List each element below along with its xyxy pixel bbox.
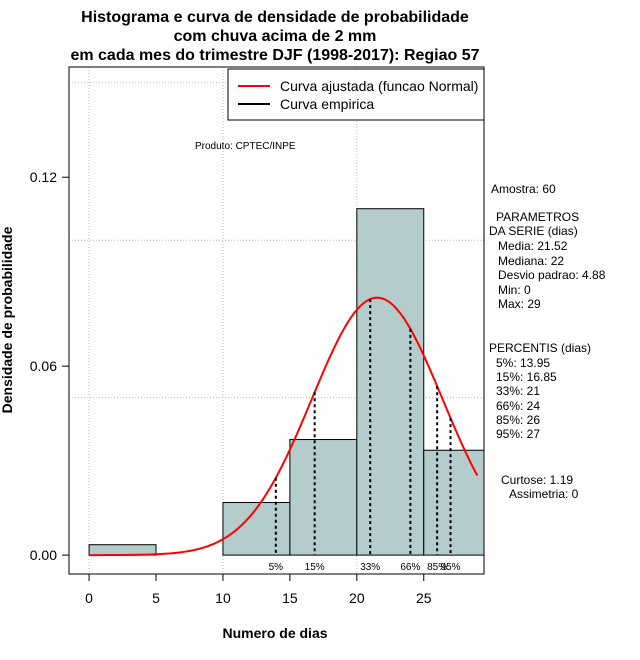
x-axis-label: Numero de dias [222, 625, 327, 641]
fitted-normal-curve [89, 296, 479, 557]
percentile-label-2: 33% [360, 562, 380, 573]
percentile-label-1: 15% [305, 562, 325, 573]
stat-p66: 66%: 24 [496, 399, 540, 413]
stat-p15: 15%: 16.85 [496, 370, 557, 384]
legend-label-empirical-curve: Curva empirica [280, 96, 374, 112]
y-tick-label-1: 0.06 [30, 358, 57, 374]
x-axis: 0 5 10 15 20 25 [85, 573, 432, 606]
percentile-label-3: 66% [400, 562, 420, 573]
histogram-bar-2 [222, 502, 291, 556]
y-axis: 0.00 0.06 0.12 [30, 169, 70, 563]
stat-p33: 33%: 21 [496, 384, 540, 398]
x-tick-label-5: 25 [416, 590, 432, 606]
percentile-label-5: 95% [441, 562, 461, 573]
x-tick-label-3: 15 [282, 590, 298, 606]
stat-params-title-2: DA SERIE (dias) [489, 224, 578, 238]
stat-p95: 95%: 27 [496, 427, 540, 441]
histogram-bar-0 [88, 544, 157, 556]
legend-label-fitted-curve: Curva ajustada (funcao Normal) [280, 78, 478, 94]
percentile-label-4: 85% [427, 562, 447, 573]
chart-title-line-3: em cada mes do trimestre DJF (1998-2017)… [70, 47, 479, 64]
x-tick-label-4: 20 [349, 590, 365, 606]
legend: Curva ajustada (funcao Normal) Curva emp… [227, 68, 485, 121]
chart-title-line-2: com chuva acima de 2 mm [174, 28, 377, 45]
stat-sample-size: Amostra: 60 [491, 182, 556, 196]
credit-text: Produto: CPTEC/INPE [195, 141, 296, 152]
chart-title-line-1: Histograma e curva de densidade de proba… [81, 9, 469, 26]
x-tick-label-2: 10 [215, 590, 231, 606]
stat-kurtosis: Curtose: 1.19 [501, 473, 573, 487]
stat-skewness: Assimetria: 0 [509, 487, 579, 501]
stat-p85: 85%: 26 [496, 413, 540, 427]
stats-panel: Amostra: 60 PARAMETROS DA SERIE (dias) M… [489, 182, 606, 501]
legend-box [227, 68, 485, 121]
histogram-bar-5 [423, 449, 485, 556]
percentile-label-0: 5% [269, 562, 284, 573]
histogram-bar-3 [289, 439, 358, 556]
stat-params-title-1: PARAMETROS [496, 210, 579, 224]
stat-min: Min: 0 [498, 283, 531, 297]
histogram-bars [88, 208, 485, 556]
stat-percentiles-title: PERCENTIS (dias) [489, 341, 591, 355]
stat-p5: 5%: 13.95 [496, 356, 550, 370]
stat-median: Mediana: 22 [498, 254, 564, 268]
stat-mean: Media: 21.52 [498, 239, 568, 253]
y-tick-label-2: 0.12 [30, 169, 57, 185]
y-tick-label-0: 0.00 [30, 547, 57, 563]
stat-max: Max: 29 [498, 297, 541, 311]
density-curve-group [89, 296, 479, 557]
x-tick-label-0: 0 [85, 590, 93, 606]
y-axis-label: Densidade de probabilidade [0, 226, 15, 413]
histogram-bar-4 [356, 208, 425, 556]
percentile-lines: 5% 15% 33% 66% 85%95% [269, 299, 461, 573]
x-tick-label-1: 5 [152, 590, 160, 606]
stat-std-dev: Desvio padrao: 4.88 [498, 268, 606, 282]
